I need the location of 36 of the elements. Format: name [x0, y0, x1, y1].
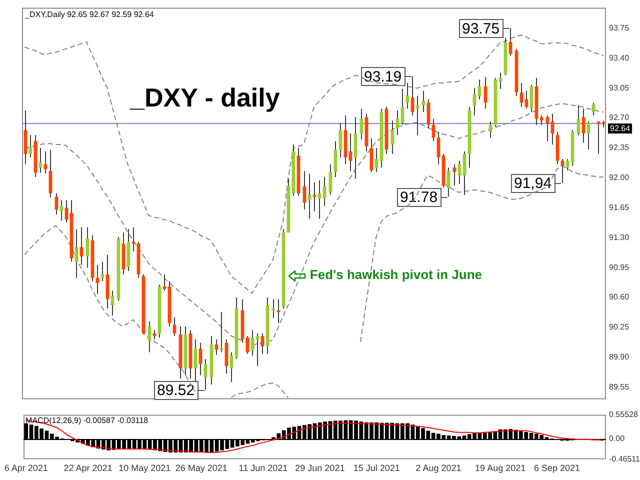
y-tick-label: 0.00: [609, 434, 626, 444]
x-tick-label: 22 Apr 2021: [64, 463, 112, 474]
y-tick-label: 93.40: [609, 53, 630, 62]
y-tick-label: 92.00: [609, 173, 630, 182]
x-tick-label: 15 Jul 2021: [353, 463, 400, 474]
y-tick-label: 0.55528: [609, 410, 638, 420]
text: _DXY - daily: [129, 82, 280, 113]
x-tick-label: 29 Jun 2021: [295, 463, 345, 474]
x-tick-label: 2 Aug 2021: [416, 463, 462, 474]
y-tick-label: -0.46511: [609, 454, 640, 464]
x-tick-label: 6 Sep 2021: [534, 463, 580, 474]
chart-subtitle: _DXY,Daily 92.65 92.67 92.59 92.64: [24, 10, 154, 20]
y-tick-label: 93.75: [609, 24, 630, 33]
y-tick-label: 92.70: [609, 113, 630, 122]
x-tick-label: 19 Aug 2021: [475, 463, 526, 474]
y-tick-label: 91.65: [609, 202, 630, 212]
x-tick-label: 10 May 2021: [118, 463, 171, 474]
y-tick-label: 93.05: [609, 83, 630, 92]
annotation: 93.75: [462, 20, 500, 38]
annotation: 93.19: [364, 68, 402, 86]
annotation: 91,94: [514, 175, 552, 192]
y-tick-label: 90.25: [609, 322, 630, 332]
y-tick-label: 90.95: [609, 262, 630, 272]
chart-title: MACD(12,26,9) -0.00587 -0.03118: [26, 416, 149, 426]
y-tick-label: 92.35: [609, 143, 630, 152]
y-tick-label: 89.55: [609, 382, 630, 392]
x-tick-label: 26 May 2021: [175, 463, 228, 474]
annotation: Fed's hawkish pivot in June: [310, 267, 482, 282]
y-tick-label: 90.60: [609, 292, 630, 302]
y-tick-label: 89.90: [609, 352, 630, 362]
x-tick-label: 11 Jun 2021: [238, 463, 288, 474]
annotation: 89.52: [157, 382, 195, 399]
annotation: 91.78: [400, 188, 438, 206]
ref-line-label: 92.64: [610, 124, 631, 134]
y-tick-label: 91.30: [609, 232, 630, 242]
x-tick-label: 6 Apr 2021: [4, 463, 48, 474]
